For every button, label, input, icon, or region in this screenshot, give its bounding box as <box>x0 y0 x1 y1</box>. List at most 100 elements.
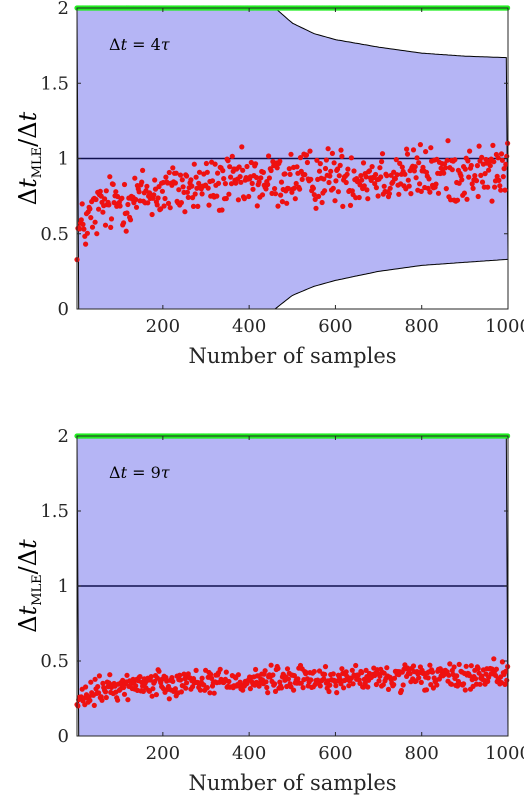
y-tick-label: 1 <box>58 149 69 170</box>
estimate-point <box>466 174 472 180</box>
estimate-point <box>204 685 210 691</box>
estimate-point <box>79 201 85 207</box>
estimate-point <box>180 184 186 190</box>
estimate-point <box>452 157 458 163</box>
estimate-point <box>185 671 191 677</box>
estimate-point <box>344 171 350 177</box>
estimate-point <box>503 668 509 675</box>
estimate-point <box>502 187 508 193</box>
estimate-point <box>263 186 269 192</box>
estimate-point <box>335 166 341 172</box>
estimate-point <box>211 690 217 696</box>
estimate-point <box>295 676 301 682</box>
estimate-point <box>479 154 485 160</box>
estimate-point <box>329 150 335 156</box>
estimate-point <box>311 192 317 198</box>
estimate-point <box>384 665 390 671</box>
estimate-point <box>417 142 423 148</box>
estimate-point <box>398 687 404 694</box>
estimate-point <box>92 676 98 682</box>
estimate-point <box>384 173 390 179</box>
estimate-point <box>185 194 191 200</box>
estimate-point <box>264 684 270 691</box>
estimate-point <box>394 172 400 178</box>
estimate-point <box>287 171 293 177</box>
estimate-point <box>434 682 440 688</box>
estimate-point <box>391 682 397 688</box>
estimate-point <box>212 161 218 167</box>
estimate-point <box>410 663 417 669</box>
estimate-point <box>184 680 190 686</box>
estimate-point <box>275 665 281 672</box>
estimate-point <box>338 681 344 687</box>
estimate-point <box>226 678 232 685</box>
estimate-point <box>253 666 259 673</box>
estimate-point <box>117 203 123 209</box>
estimate-point <box>299 176 305 182</box>
estimate-point <box>205 185 211 191</box>
estimate-point <box>159 188 165 194</box>
estimate-point <box>88 679 94 685</box>
estimate-point <box>479 179 486 185</box>
y-tick-label: 2 <box>58 426 69 447</box>
x-tick-label: 200 <box>146 316 180 337</box>
estimate-point <box>464 196 470 202</box>
estimate-point <box>149 693 155 699</box>
estimate-point <box>497 183 503 189</box>
estimate-point <box>240 687 246 693</box>
y-tick-label: 2 <box>58 0 69 19</box>
estimate-point <box>449 167 455 173</box>
estimate-point <box>456 661 462 668</box>
estimate-point <box>162 195 168 202</box>
estimate-point <box>373 171 379 178</box>
estimate-point <box>340 203 346 209</box>
estimate-point <box>412 164 418 170</box>
estimate-point <box>83 241 89 247</box>
estimate-point <box>459 177 465 183</box>
estimate-point <box>454 673 460 679</box>
estimate-point <box>107 174 113 180</box>
estimate-point <box>300 685 306 691</box>
estimate-point <box>501 166 507 172</box>
estimate-point <box>152 177 158 183</box>
estimate-point <box>177 677 184 683</box>
estimate-point <box>317 161 323 167</box>
estimate-point <box>349 667 355 673</box>
estimate-point <box>154 202 160 208</box>
estimate-point <box>119 195 125 201</box>
estimate-point <box>77 226 83 232</box>
estimate-point <box>193 667 199 674</box>
estimate-point <box>209 178 216 184</box>
estimate-point <box>102 222 109 228</box>
estimate-point <box>179 177 185 183</box>
estimate-point <box>253 161 259 167</box>
estimate-point <box>258 175 264 181</box>
estimate-point <box>133 683 139 689</box>
estimate-point <box>275 203 281 209</box>
estimate-point <box>191 161 197 167</box>
estimate-point <box>95 684 101 690</box>
estimate-point <box>358 173 364 179</box>
estimate-point <box>84 230 90 236</box>
estimate-point <box>207 690 213 696</box>
estimate-point <box>268 662 274 668</box>
estimate-point <box>400 682 406 688</box>
estimate-point <box>307 148 313 154</box>
x-tick-label: 600 <box>318 316 352 337</box>
estimate-point <box>102 689 109 695</box>
estimate-point <box>292 196 298 202</box>
estimate-point <box>472 173 478 179</box>
estimate-point <box>337 677 343 683</box>
estimate-point <box>317 683 323 689</box>
estimate-point <box>359 670 365 676</box>
estimate-point <box>322 671 328 677</box>
estimate-point <box>503 161 509 167</box>
estimate-point <box>115 697 121 703</box>
estimate-point <box>369 164 375 170</box>
estimate-point <box>80 221 86 227</box>
estimate-point <box>343 669 349 675</box>
estimate-point <box>132 175 138 181</box>
estimate-point <box>316 668 323 674</box>
estimate-point <box>337 162 343 168</box>
estimate-point <box>222 181 228 187</box>
